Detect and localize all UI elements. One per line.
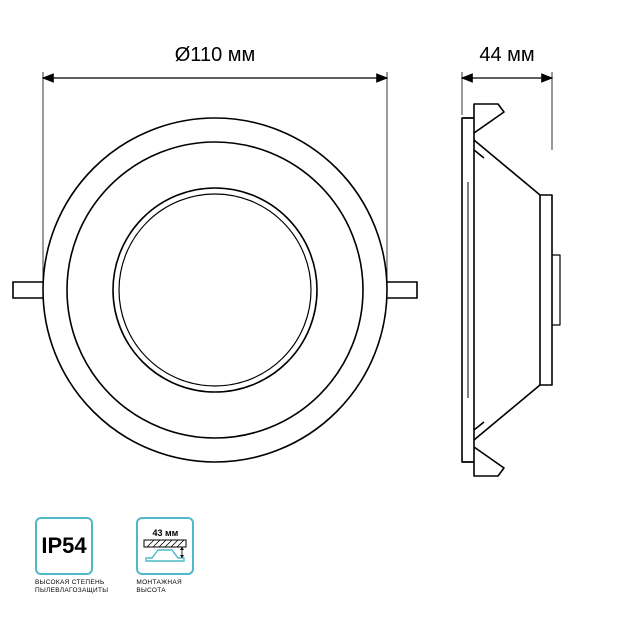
mount-height-icon xyxy=(142,538,188,564)
ip-caption: ВЫСОКАЯ СТЕПЕНЬ ПЫЛЕВЛАГОЗАЩИТЫ xyxy=(35,579,108,595)
side-depth-label: 44 мм xyxy=(452,44,562,67)
ip-badge: IP54 ВЫСОКАЯ СТЕПЕНЬ ПЫЛЕВЛАГОЗАЩИТЫ xyxy=(35,517,108,595)
front-dimension xyxy=(43,72,387,290)
mount-height-badge: 43 мм xyxy=(136,517,194,595)
side-view xyxy=(462,104,560,476)
mount-badge-box: 43 мм xyxy=(136,517,194,575)
front-view xyxy=(13,118,417,462)
ip-rating-text: IP54 xyxy=(41,533,86,559)
mount-caption: МОНТАЖНАЯ ВЫСОТА xyxy=(136,579,194,595)
side-dimension xyxy=(462,72,552,150)
ip-badge-box: IP54 xyxy=(35,517,93,575)
badges-row: IP54 ВЫСОКАЯ СТЕПЕНЬ ПЫЛЕВЛАГОЗАЩИТЫ 43 … xyxy=(35,517,194,595)
mount-height-value: 43 мм xyxy=(152,528,178,538)
front-diameter-label: Ø110 мм xyxy=(43,44,387,67)
